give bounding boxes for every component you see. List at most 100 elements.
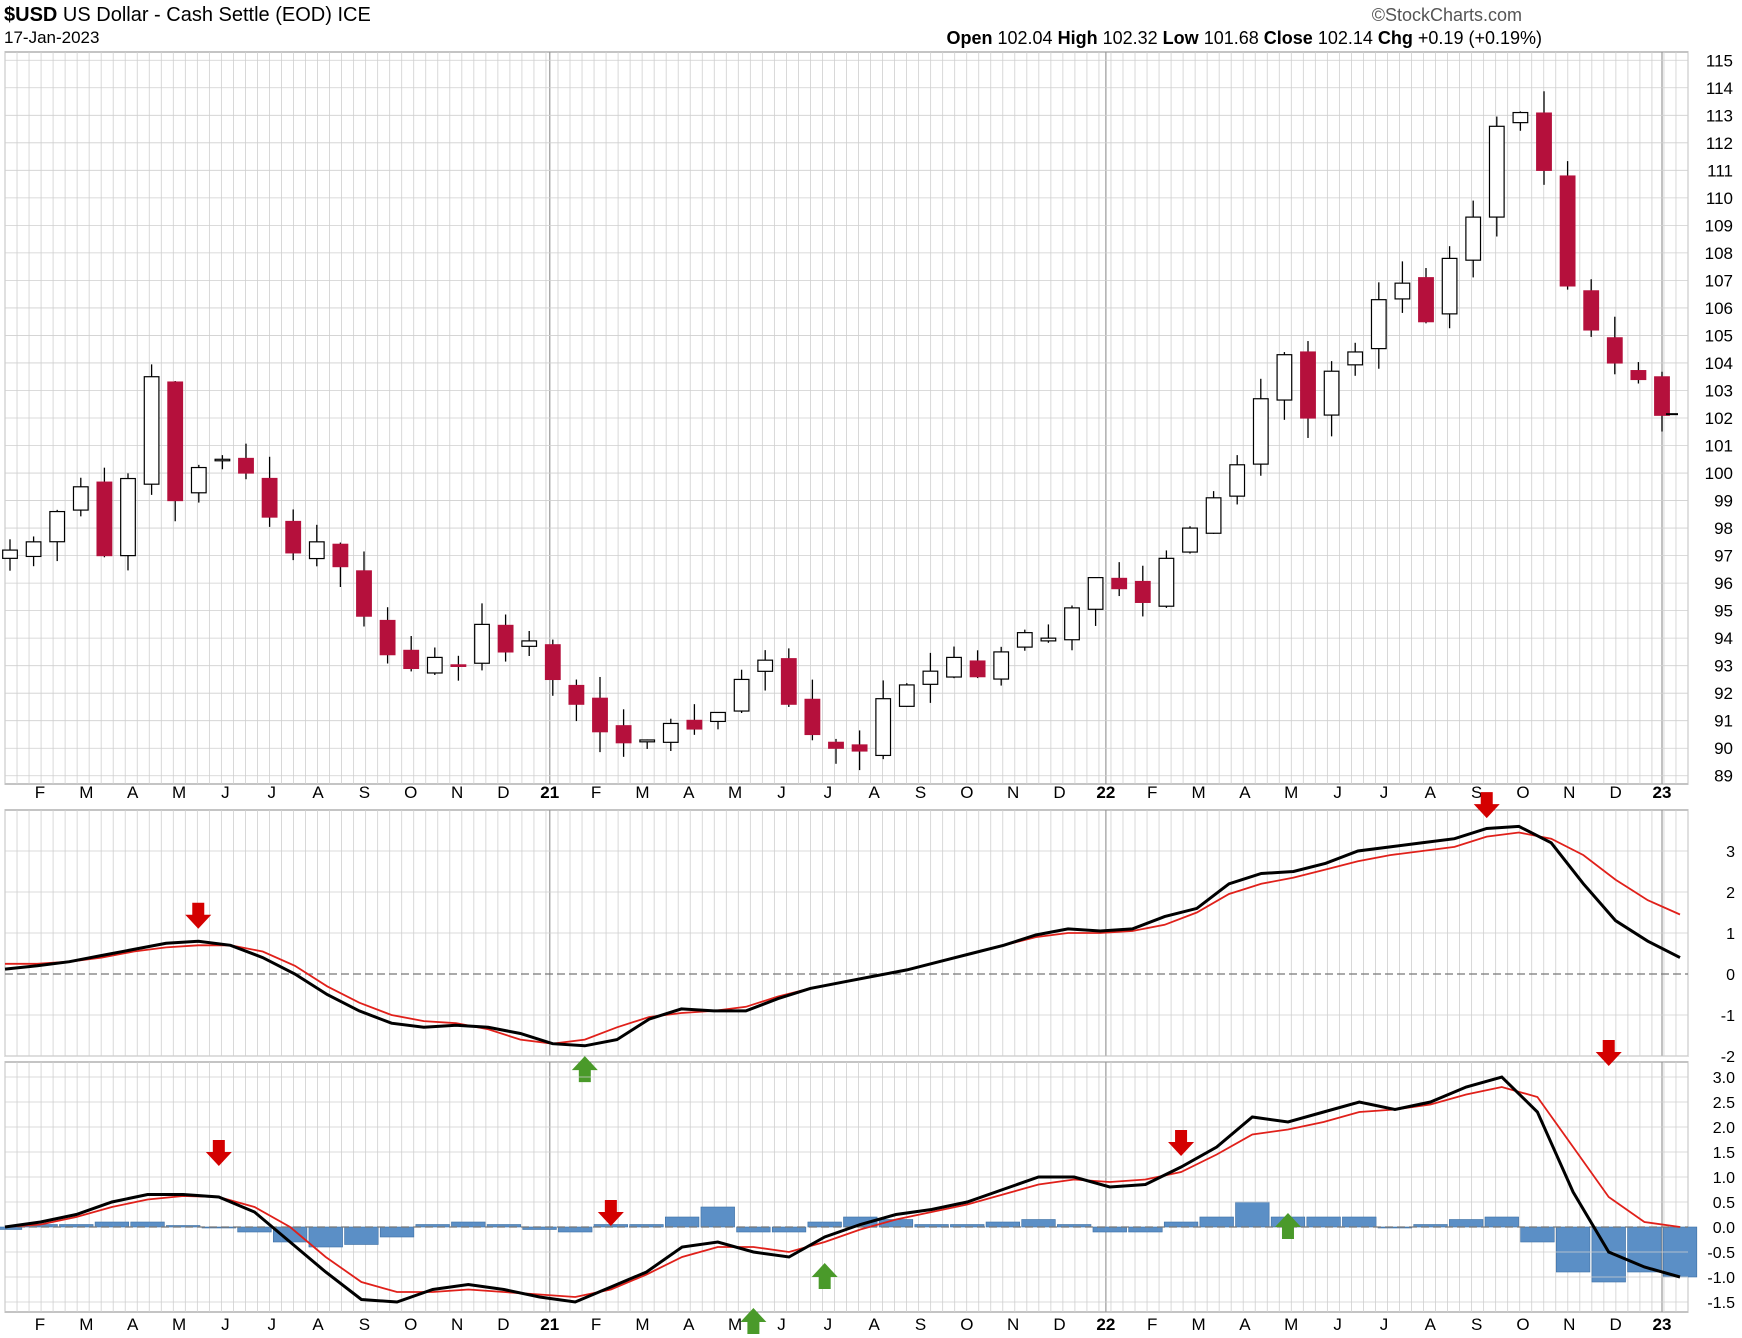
exchange: ICE	[337, 4, 371, 26]
instrument-name: US Dollar - Cash Settle (EOD)	[62, 4, 332, 26]
histogram-bar	[344, 1226, 379, 1245]
candle-body	[1064, 607, 1080, 641]
histogram-bar	[771, 1226, 807, 1233]
x-tick-label: A	[868, 783, 880, 802]
candle-body	[497, 624, 514, 653]
y-tick-label: -0.5	[1707, 1245, 1735, 1262]
x-tick-label: 22	[1096, 783, 1115, 802]
histogram-bar	[665, 1216, 700, 1228]
x-tick-label: A	[1425, 1315, 1437, 1334]
ppo-fast-line	[4, 1075, 1681, 1304]
x-tick-label: M	[1284, 783, 1298, 802]
signal-arrow-down	[597, 1200, 624, 1226]
candle-body	[332, 543, 349, 568]
candle-body	[379, 619, 396, 656]
x-tick-label: N	[1563, 1315, 1575, 1334]
y-tick-label: 106	[1705, 299, 1733, 318]
candle-body	[1205, 497, 1222, 534]
candle-body	[828, 741, 844, 749]
y-tick-label: 3	[1726, 844, 1735, 861]
candle-body	[1654, 376, 1670, 416]
high-value: 102.32	[1102, 28, 1158, 48]
histogram-bar	[308, 1226, 343, 1248]
candle-body	[450, 664, 467, 667]
candle-body	[1040, 637, 1057, 642]
histogram-bar	[379, 1226, 415, 1238]
close-label: Close	[1263, 28, 1313, 48]
candle-body	[1394, 282, 1411, 300]
candle-body	[568, 684, 585, 705]
x-tick-label: D	[497, 783, 509, 802]
x-tick-label: J	[1380, 783, 1389, 802]
histogram-bar	[1449, 1219, 1484, 1228]
y-tick-label: 115	[1706, 51, 1733, 70]
x-tick-label: A	[312, 1315, 324, 1334]
x-tick-label: A	[868, 1315, 880, 1334]
histogram-bar	[736, 1226, 771, 1233]
signal-arrow-down	[1168, 1130, 1195, 1156]
x-tick-label: M	[635, 783, 649, 802]
histogram-bar	[272, 1226, 308, 1243]
candle-body	[521, 640, 538, 647]
histogram-bar	[1484, 1216, 1519, 1228]
candle-body	[1418, 277, 1434, 323]
header-title: $USD US Dollar - Cash Settle (EOD) ICE	[4, 4, 371, 27]
histogram-bar	[59, 1224, 94, 1228]
histogram-bar	[985, 1221, 1020, 1228]
x-tick-label: J	[267, 783, 276, 802]
x-tick-label: S	[915, 1315, 926, 1334]
y-tick-label: 90	[1714, 739, 1733, 758]
y-tick-label: 94	[1714, 629, 1733, 648]
x-tick-label: A	[683, 1315, 695, 1334]
ohlc-readout: Open 102.04 High 102.32 Low 101.68 Close…	[946, 28, 1542, 49]
y-tick-label: 2	[1726, 885, 1735, 902]
y-tick-label: 96	[1714, 574, 1733, 593]
y-tick-label: 89	[1714, 767, 1733, 786]
x-tick-label: D	[1053, 1315, 1065, 1334]
histogram-bar	[1413, 1224, 1448, 1228]
x-tick-label: O	[1516, 783, 1529, 802]
candle-body	[1323, 370, 1340, 416]
x-tick-label: A	[1425, 783, 1437, 802]
candle-body	[1134, 580, 1151, 603]
candle-body	[1606, 337, 1623, 364]
x-tick-label: S	[915, 783, 926, 802]
x-tick-label: O	[404, 1315, 417, 1334]
x-tick-label: A	[683, 783, 695, 802]
y-tick-label: -2	[1721, 1049, 1735, 1066]
candle-body	[898, 684, 915, 707]
y-tick-label: 1	[1726, 926, 1735, 943]
low-value: 101.68	[1203, 28, 1259, 48]
candle-body	[804, 698, 821, 736]
candle-body	[969, 660, 986, 678]
candle-body	[946, 656, 962, 678]
candle-body	[1111, 577, 1128, 590]
candle-body	[1559, 175, 1576, 287]
signal-arrow-down	[185, 902, 212, 929]
candle-body	[474, 623, 490, 664]
x-tick-label: N	[451, 1315, 463, 1334]
y-tick-label: 97	[1714, 547, 1733, 566]
x-tick-label: O	[960, 1315, 973, 1334]
y-tick-label: -1	[1721, 1008, 1735, 1025]
histogram-bar	[130, 1221, 165, 1228]
histogram-bar	[1235, 1201, 1270, 1228]
x-tick-label: M	[1191, 1315, 1205, 1334]
x-tick-label: M	[728, 783, 742, 802]
signal-arrow-up	[740, 1308, 767, 1334]
x-tick-label: D	[1610, 1315, 1622, 1334]
x-tick-label: F	[1147, 783, 1157, 802]
x-tick-label: F	[35, 783, 45, 802]
y-tick-label: 114	[1706, 79, 1733, 98]
y-tick-label: 99	[1714, 492, 1733, 511]
x-tick-label: D	[1053, 783, 1065, 802]
y-tick-label: 1.5	[1713, 1145, 1735, 1162]
y-tick-label: -1.0	[1707, 1270, 1735, 1287]
x-tick-label: 23	[1653, 783, 1672, 802]
candle-body	[1252, 398, 1269, 465]
x-tick-label: F	[1147, 1315, 1157, 1334]
candle-body	[143, 376, 160, 485]
candle-body	[1512, 111, 1529, 124]
y-tick-label: 100	[1705, 464, 1733, 483]
